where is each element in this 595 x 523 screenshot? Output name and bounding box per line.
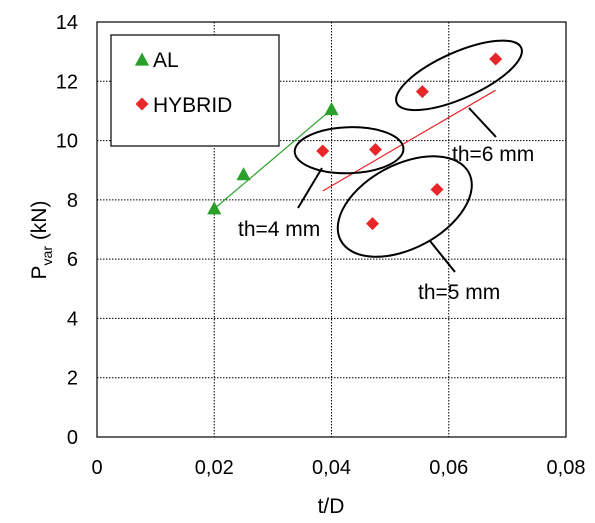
y-axis-label: Pvar (kN) [28, 201, 55, 280]
x-tick-label: 0,04 [312, 457, 351, 479]
legend-label-al: AL [153, 49, 179, 72]
y-tick-label: 2 [67, 368, 78, 390]
annotation-leaders [297, 107, 497, 273]
x-tick-label: 0,02 [195, 457, 234, 479]
leader-line [429, 240, 456, 273]
y-tick-label: 6 [67, 249, 78, 271]
data-point-hybrid [489, 52, 503, 66]
group-ellipses [293, 39, 523, 258]
leader-line [297, 167, 323, 209]
x-tick-label: 0 [91, 457, 102, 479]
legend-box [110, 34, 280, 147]
grid [97, 22, 566, 437]
trendline-al [213, 108, 332, 210]
y-tick-label: 8 [67, 190, 78, 212]
x-axis-label: t/D [318, 495, 345, 518]
data-point-hybrid [415, 85, 429, 99]
y-tick-label: 4 [67, 308, 78, 330]
annotation-th6: th=6 mm [452, 143, 534, 166]
legend-marker-al [134, 52, 150, 66]
group-ellipse [293, 126, 405, 175]
legend-marker-hybrid [135, 97, 149, 111]
leader-line [468, 107, 497, 138]
trendlines [213, 89, 496, 210]
y-tick-label: 12 [56, 71, 78, 93]
group-ellipse [395, 39, 523, 112]
data-point-hybrid [430, 182, 444, 196]
x-axis: 0 0,02 0,04 0,06 0,08 [91, 457, 585, 479]
annotation-th4: th=4 mm [238, 218, 320, 241]
data-markers [207, 52, 503, 231]
data-point-hybrid [366, 217, 380, 231]
y-axis: 0 2 4 6 8 10 12 14 [56, 12, 78, 449]
y-tick-label: 0 [67, 427, 78, 449]
group-ellipse [336, 155, 473, 258]
x-tick-label: 0,06 [429, 457, 468, 479]
data-point-hybrid [368, 142, 382, 156]
plot-area [96, 21, 567, 438]
trendline-hybrid [322, 89, 496, 192]
legend-label-hybrid: HYBRID [153, 94, 232, 117]
data-point-al [324, 101, 339, 116]
x-tick-label: 0,08 [547, 457, 586, 479]
data-point-al [207, 201, 222, 215]
legend: AL HYBRID [110, 34, 280, 147]
data-point-hybrid [316, 144, 330, 158]
annotation-th5: th=5 mm [418, 281, 500, 304]
y-tick-label: 10 [56, 131, 78, 153]
y-tick-label: 14 [56, 12, 78, 34]
data-point-al [236, 167, 251, 181]
